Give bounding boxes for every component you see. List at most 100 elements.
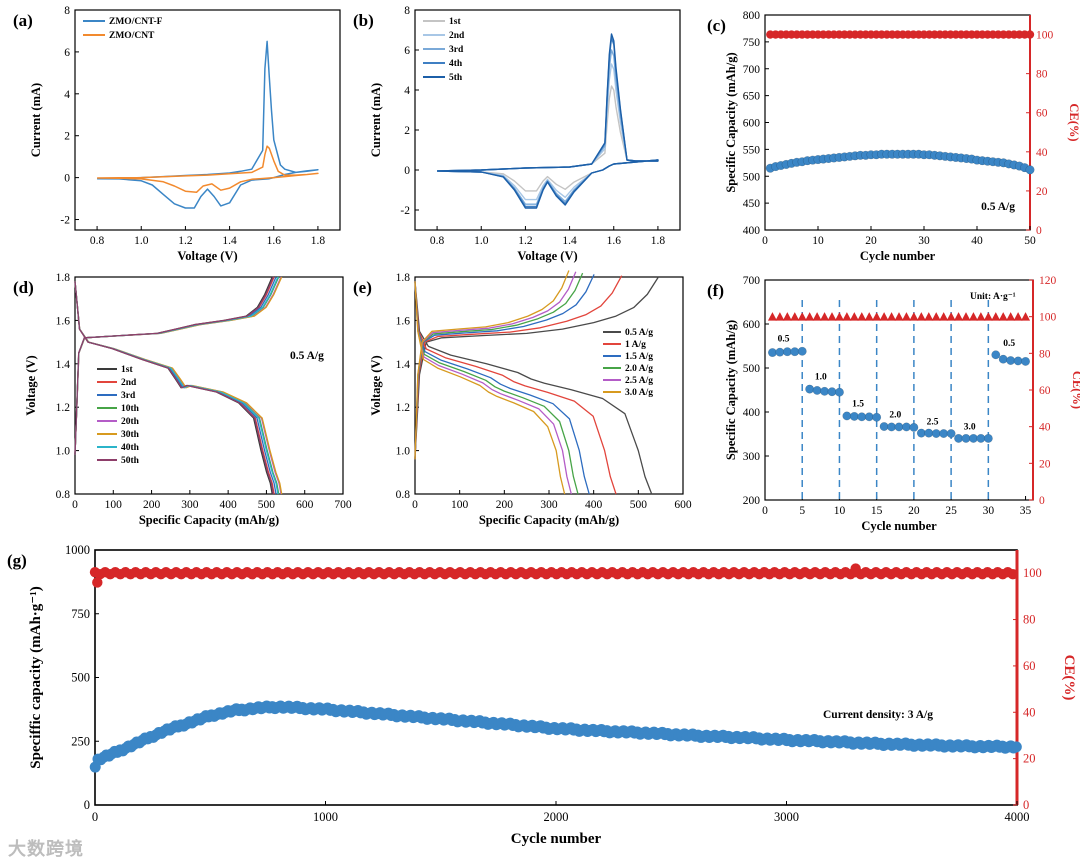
legend-label: 1.5 A/g [625, 352, 653, 362]
y-tick-label: -2 [400, 205, 410, 217]
y-axis-label: Voltage (V) [369, 355, 383, 415]
y-tick-label: 300 [743, 451, 761, 463]
x-tick-label: 30 [983, 505, 995, 517]
y-tick-label: 2 [404, 125, 410, 137]
rate-annotation: Current density: 3 A/g [823, 709, 933, 721]
discharge-line-2nd [74, 281, 275, 495]
legend-label: 3rd [121, 391, 136, 401]
capacity-point [879, 422, 889, 431]
legend-label: 3.0 A/g [625, 388, 653, 398]
y-tick-label: 1.0 [396, 446, 411, 458]
discharge-line-40th [74, 281, 279, 495]
rate-annotation: 0.5 A/g [981, 201, 1015, 213]
rate-annotation: 0.5 A/g [290, 350, 324, 362]
y-tick-label: 8 [404, 5, 410, 17]
x-tick-label: 10 [834, 505, 846, 517]
y-tick-label: 400 [743, 225, 761, 237]
legend-label: 2nd [449, 31, 465, 41]
x-tick-label: 50 [1024, 235, 1036, 247]
plot-frame [764, 14, 1031, 231]
series-line-ZMO/CNT [97, 145, 319, 194]
y2-tick-label: 120 [1039, 275, 1057, 287]
x-tick-label: 20 [865, 235, 877, 247]
y2-tick-label: 40 [1039, 422, 1051, 434]
x-tick-label: 1.6 [607, 235, 622, 247]
charge-line-1st [74, 276, 273, 455]
rate-label: 1.0 [815, 372, 827, 382]
capacity-point [998, 354, 1008, 364]
charge-line-20th [74, 276, 282, 455]
capacity-point [983, 433, 993, 443]
y-tick-label: 550 [743, 144, 761, 156]
x-tick-label: 300 [181, 499, 199, 511]
legend-label: 4th [449, 59, 463, 69]
x-tick-label: 200 [496, 499, 514, 511]
ce-point [805, 312, 815, 321]
capacity-point [790, 347, 800, 357]
discharge-line-3rd [74, 281, 277, 495]
capacity-point [827, 387, 837, 397]
discharge-line-3.0 A/g [414, 281, 566, 495]
y-tick-label: -2 [60, 215, 70, 227]
x-axis-label: Cycle number [511, 831, 602, 847]
capacity-point [767, 348, 777, 358]
legend-label: 1st [449, 17, 461, 27]
legend-label: 40th [121, 443, 140, 453]
rate-label: 2.0 [889, 411, 901, 421]
y-tick-label: 600 [743, 319, 761, 331]
plot-frame [74, 9, 341, 231]
capacity-point [939, 429, 949, 439]
ce-point [901, 312, 911, 321]
ce-point [834, 312, 844, 321]
charge-line-2nd [74, 276, 275, 455]
panel-label: (d) [13, 278, 34, 297]
legend-label: 1 A/g [625, 340, 646, 350]
x-tick-label: 100 [105, 499, 123, 511]
y-tick-label: 500 [743, 363, 761, 375]
x-tick-label: 1.2 [178, 235, 193, 247]
capacity-point [916, 428, 926, 438]
legend-label: ZMO/CNT [109, 31, 155, 41]
ce-point [872, 312, 882, 321]
panel-c: 0 10 20 30 40 50400450500550600650700750800Cy… [707, 10, 1080, 263]
y-tick-label: 600 [743, 118, 761, 130]
x-tick-label: 300 [540, 499, 558, 511]
x-tick-label: 20 [908, 505, 920, 517]
ce-point [998, 312, 1008, 321]
ce-point [946, 312, 956, 321]
ce-point [916, 312, 926, 321]
y-tick-label: 0.8 [396, 489, 411, 501]
x-tick-label: 700 [334, 499, 352, 511]
ce-point [931, 312, 941, 321]
capacity-point [931, 429, 941, 439]
x-tick-label: 1.8 [651, 235, 666, 247]
x-tick-label: 0 [762, 505, 768, 517]
ce-point [879, 312, 889, 321]
capacity-point [782, 347, 792, 357]
y-tick-label: 1.8 [56, 272, 71, 284]
legend-label: 2.0 A/g [625, 364, 653, 374]
capacity-point [887, 422, 897, 432]
legend-label: 50th [121, 456, 140, 466]
legend-label: ZMO/CNT-F [109, 17, 163, 27]
x-axis-label: Cycle number [860, 249, 936, 263]
x-tick-label: 1.0 [134, 235, 149, 247]
ce-point [1025, 30, 1035, 39]
capacity-point [842, 411, 852, 421]
panel-label: (c) [707, 16, 726, 35]
x-tick-label: 0.8 [430, 235, 445, 247]
y2-tick-label: 100 [1036, 30, 1054, 42]
y-tick-label: 200 [743, 495, 761, 507]
capacity-point [1025, 165, 1035, 175]
ce-point [1021, 312, 1031, 321]
panel-d: 0 100 200 300 400 500 600 700 0.8 1.0 1.2 1.4 1.6 1.8… [13, 272, 352, 527]
ce-point [909, 312, 919, 321]
ce-point [1013, 312, 1023, 321]
plot-frame [414, 9, 681, 231]
y-axis-label: Speciffic capacity (mAh·g⁻¹) [28, 586, 44, 768]
charge-line-40th [74, 276, 279, 455]
x-tick-label: 35 [1020, 505, 1032, 517]
discharge-line-1st [74, 281, 273, 495]
y-tick-label: 450 [743, 198, 761, 210]
